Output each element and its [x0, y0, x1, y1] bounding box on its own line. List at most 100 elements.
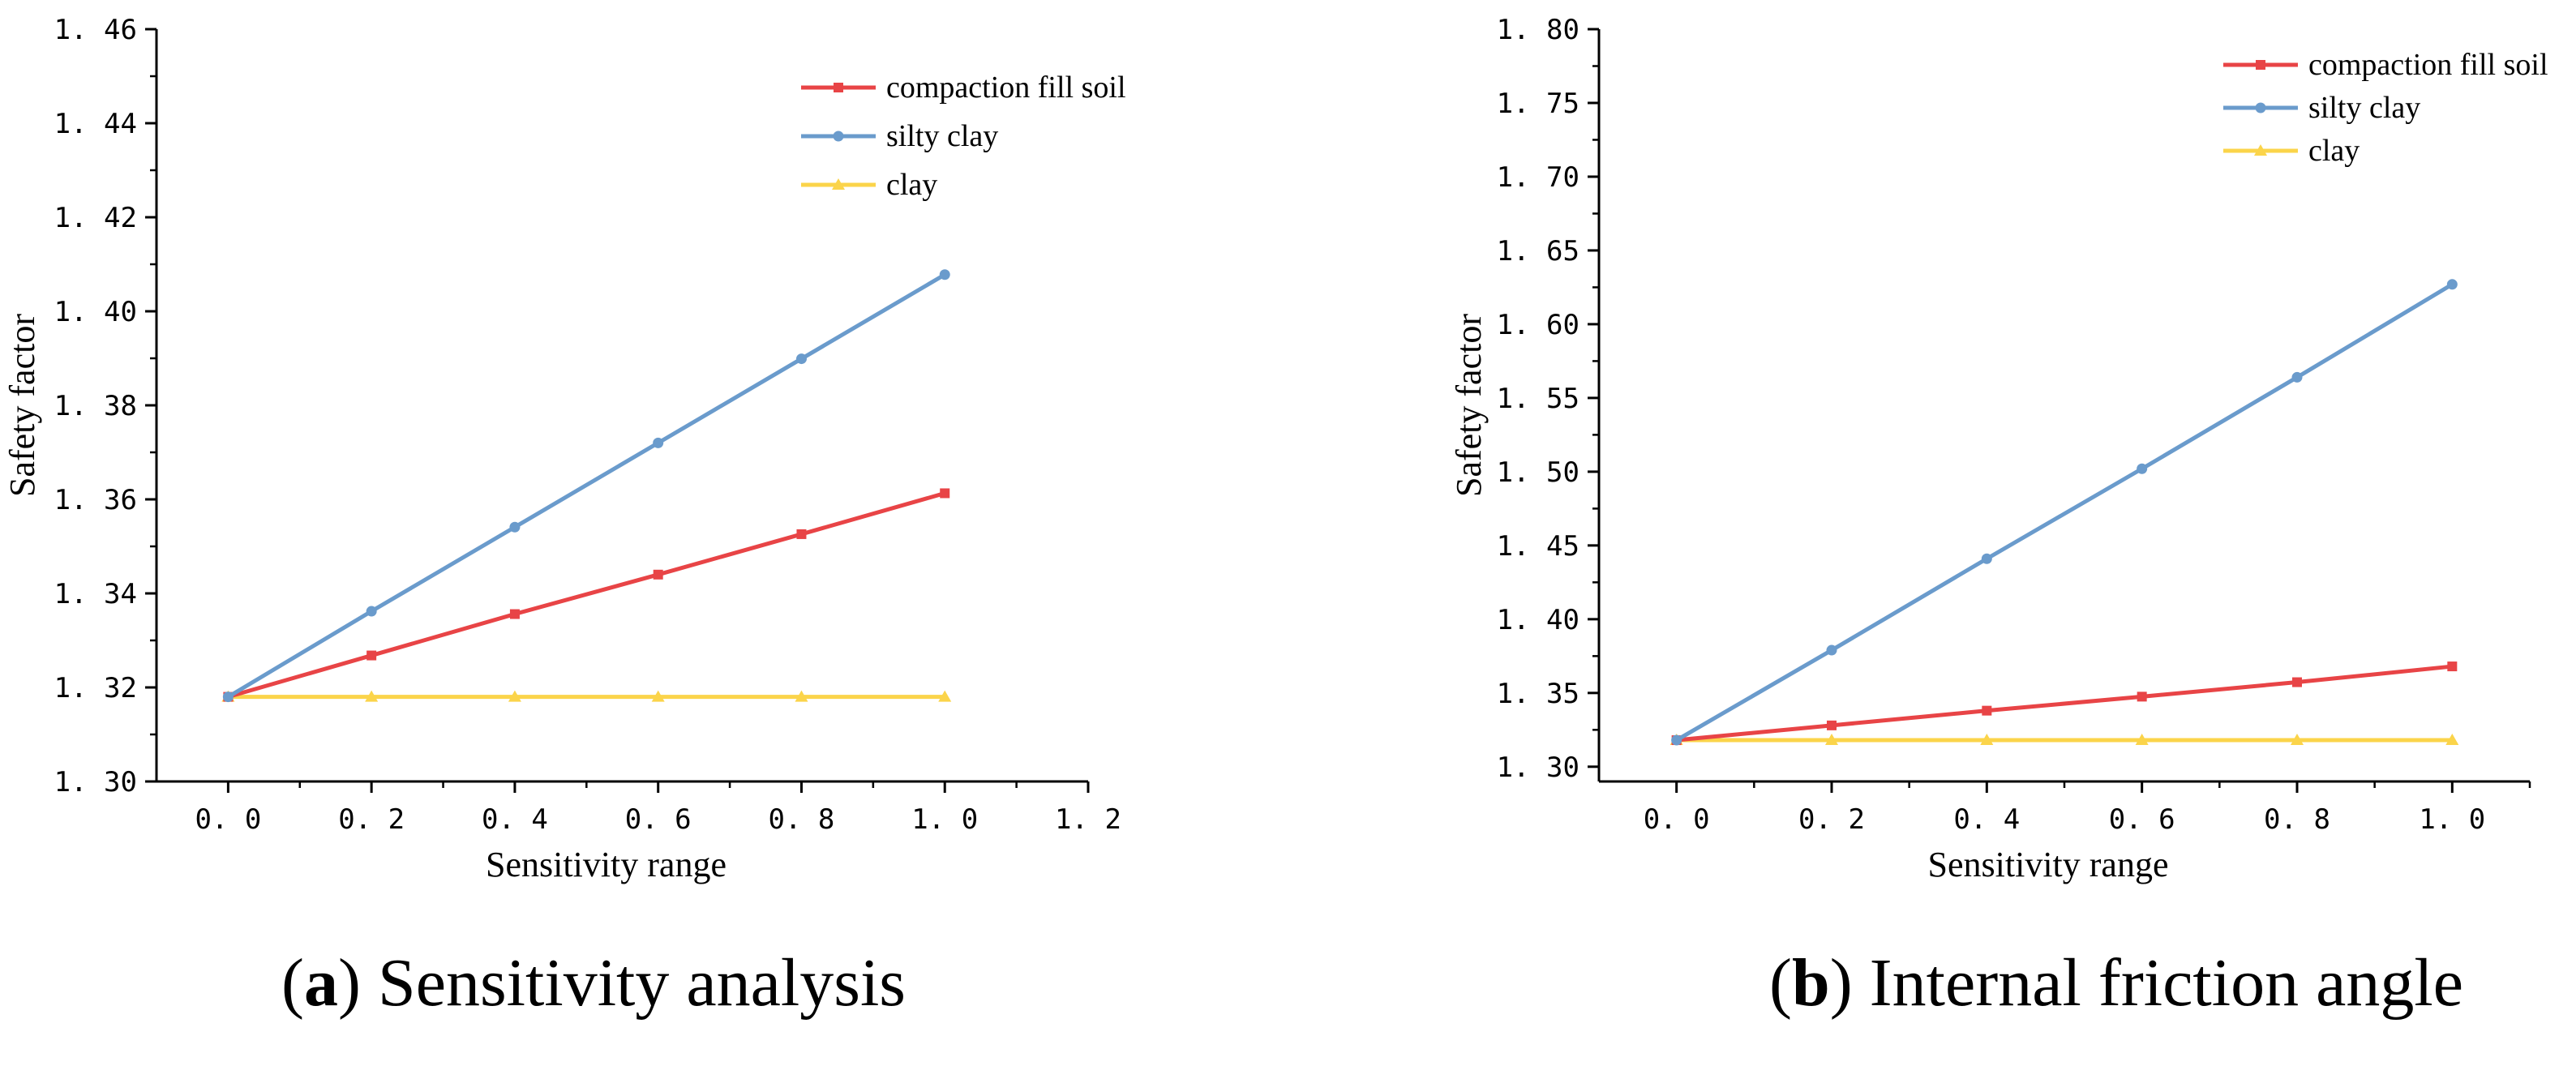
data-point — [366, 606, 377, 617]
y-tick-label: 1. 80 — [1497, 14, 1579, 46]
chart-panel-b: 1. 30 1. 35 1. 40 1. 45 1. 50 1. 55 1. 60 1. 65… — [1449, 14, 2548, 1021]
legend-marker — [832, 178, 845, 190]
legend: compaction fill soil silty clay clay — [801, 71, 1126, 202]
data-point — [1671, 734, 1682, 746]
y-tick-label: 1. 36 — [54, 484, 137, 516]
data-point — [509, 521, 521, 533]
legend-label: clay — [886, 168, 937, 202]
y-tick-label: 1. 46 — [54, 14, 137, 46]
y-tick-label: 1. 60 — [1497, 309, 1579, 341]
y-tick-label: 1. 50 — [1497, 456, 1579, 489]
series-line — [1675, 282, 2454, 743]
series-line — [227, 491, 945, 700]
x-tick-label: 1. 0 — [2419, 803, 2485, 836]
caption-paren: ) — [338, 945, 361, 1021]
y-tick-label: 1. 42 — [54, 202, 137, 234]
legend-label: compaction fill soil — [886, 71, 1126, 105]
x-tick-label: 0. 4 — [1953, 803, 2020, 836]
data-point — [653, 569, 663, 580]
legend-marker — [834, 83, 843, 92]
data-point — [1826, 644, 1837, 656]
data-point — [365, 690, 379, 702]
legend-marker — [2255, 102, 2266, 113]
x-tick-label: 0. 0 — [1644, 803, 1710, 836]
data-point — [2446, 279, 2458, 290]
y-tick-label: 1. 40 — [54, 296, 137, 328]
x-tick-label: 1. 0 — [911, 803, 978, 836]
data-point — [366, 650, 377, 661]
y-axis-title: Safety factor — [1449, 314, 1489, 497]
data-point — [1827, 720, 1837, 730]
caption-paren: ( — [281, 945, 304, 1021]
data-point — [2445, 734, 2459, 746]
x-tick-label: 0. 4 — [482, 803, 548, 836]
data-point — [508, 690, 521, 702]
data-point — [795, 690, 808, 702]
y-tick-label: 1. 65 — [1497, 235, 1579, 268]
y-tick-label: 1. 34 — [54, 578, 137, 610]
legend-marker — [833, 131, 844, 142]
y-tick-label: 1. 44 — [54, 108, 137, 140]
data-point — [2291, 734, 2304, 746]
y-tick-label: 1. 75 — [1497, 88, 1579, 120]
series-clay — [221, 690, 952, 702]
y-tick-label: 1. 35 — [1497, 678, 1579, 710]
data-point — [1981, 553, 1992, 564]
legend: compaction fill soil silty clay clay — [2223, 48, 2548, 168]
data-point — [940, 488, 950, 499]
x-tick-label: 0. 6 — [625, 803, 692, 836]
series-clay — [1669, 734, 2459, 746]
series-line — [227, 272, 946, 699]
x-tick-label: 0. 8 — [2264, 803, 2330, 836]
x-tick-label: 0. 6 — [2109, 803, 2175, 836]
caption-letter: b — [1792, 945, 1830, 1021]
x-tick-label: 0. 2 — [1798, 803, 1865, 836]
y-tick-label: 1. 30 — [1497, 751, 1579, 784]
data-point — [2137, 463, 2148, 474]
legend-label: compaction fill soil — [2308, 48, 2548, 82]
series-line — [1676, 664, 2453, 743]
data-point — [653, 437, 664, 448]
y-tick-label: 1. 45 — [1497, 530, 1579, 563]
data-point — [2137, 691, 2147, 702]
data-point — [796, 529, 807, 539]
data-point — [2291, 371, 2303, 383]
legend-label: silty clay — [886, 119, 998, 153]
series-compaction-fill-soil — [223, 488, 950, 702]
series-silty-clay — [1671, 279, 2458, 746]
legend-label: clay — [2308, 134, 2360, 168]
data-point — [2447, 661, 2458, 672]
data-point — [795, 353, 807, 365]
caption-text: Internal friction angle — [1870, 945, 2463, 1021]
figure-caption: (b) Internal friction angle — [1769, 945, 2463, 1021]
x-tick-label: 0. 0 — [195, 803, 261, 836]
x-tick-label: 1. 2 — [1055, 803, 1121, 836]
data-point — [2135, 734, 2149, 746]
data-point — [651, 690, 665, 702]
x-axis-title: Sensitivity range — [1928, 845, 2169, 884]
data-point — [509, 609, 520, 619]
y-tick-label: 1. 30 — [54, 766, 137, 798]
data-point — [1982, 705, 1992, 716]
caption-text: Sensitivity analysis — [378, 945, 906, 1021]
caption-paren: ) — [1830, 945, 1853, 1021]
figure-caption: (a) Sensitivity analysis — [281, 945, 906, 1021]
y-tick-label: 1. 32 — [54, 672, 137, 704]
caption-paren: ( — [1769, 945, 1792, 1021]
y-tick-label: 1. 55 — [1497, 383, 1579, 415]
y-tick-label: 1. 70 — [1497, 161, 1579, 194]
y-axis-title: Safety factor — [2, 314, 42, 497]
data-point — [939, 269, 950, 280]
series-silty-clay — [222, 269, 950, 703]
legend-marker — [2254, 144, 2267, 156]
x-tick-label: 0. 2 — [338, 803, 405, 836]
data-point — [222, 691, 234, 703]
x-axis-title: Sensitivity range — [486, 845, 727, 884]
data-point — [2292, 677, 2302, 687]
legend-marker — [2256, 60, 2265, 70]
chart-panel-a: 1. 30 1. 32 1. 34 1. 36 1. 38 1. 40 1. 42 1. 44… — [2, 14, 1126, 1021]
legend-label: silty clay — [2308, 91, 2420, 125]
y-tick-label: 1. 38 — [54, 390, 137, 422]
data-point — [938, 690, 952, 702]
